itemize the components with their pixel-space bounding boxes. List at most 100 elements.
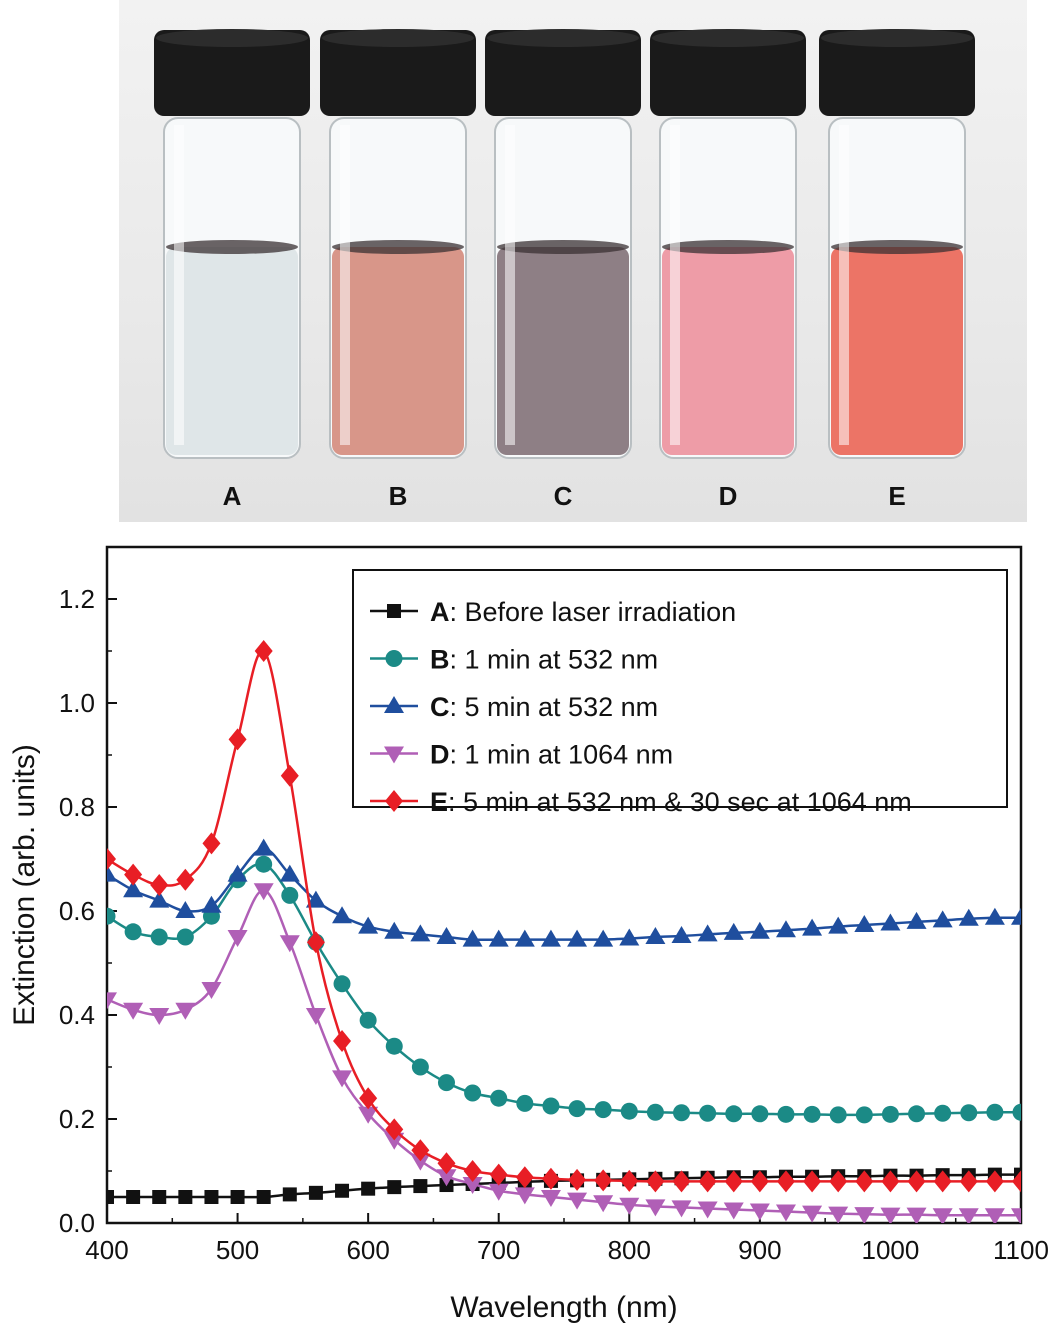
legend-marker [385,650,403,667]
data-point [150,874,169,896]
data-point [462,1177,483,1194]
data-point [516,1094,534,1112]
data-point [1011,1208,1021,1223]
data-point [332,906,353,924]
data-point [541,1167,560,1190]
data-point [280,764,299,787]
data-point [490,1089,508,1107]
series-c [107,838,1021,947]
data-point [802,1205,823,1223]
legend: A: Before laser irradiation B: 1 min at 5… [352,569,1008,817]
glass-highlight [839,125,849,445]
vial-liquid [831,247,963,455]
data-point [1012,1170,1021,1193]
vial-e: E [819,29,975,511]
data-point [333,975,351,993]
data-point [697,924,718,942]
data-point [699,1104,717,1122]
data-point [359,1011,377,1029]
x-tick-label: 900 [738,1235,781,1265]
glass-highlight [174,125,184,445]
data-point [175,1002,196,1020]
data-point [671,1200,692,1218]
data-point [908,1105,926,1123]
vial-cap [154,30,310,116]
liquid-meniscus [332,240,464,254]
data-point [202,832,221,855]
legend-marker [385,790,403,812]
series-e [107,640,1021,1193]
data-point [540,1190,561,1207]
x-tick-label: 500 [216,1235,259,1265]
x-tick-label: 700 [477,1235,520,1265]
cap-top [821,29,973,47]
liquid-meniscus [662,240,794,254]
data-point [227,864,248,882]
liquid-meniscus [166,240,298,254]
legend-marker [384,746,404,764]
data-point [201,982,222,999]
data-point [463,1160,482,1182]
data-point [619,928,640,946]
data-point [803,1105,821,1123]
data-point [672,1170,691,1193]
y-tick-label: 0.6 [59,896,95,926]
data-point [308,1185,323,1200]
data-point [488,929,509,947]
legend-marker [387,604,401,618]
data-point [462,929,483,947]
data-point [335,1183,350,1198]
x-tick-label: 600 [346,1235,389,1265]
x-tick-label: 400 [85,1235,128,1265]
y-tick-label: 0.2 [59,1104,95,1134]
data-point [332,1070,353,1088]
data-point [698,1170,717,1193]
data-point [880,913,901,931]
data-point [906,911,927,929]
data-point [107,992,117,1010]
y-tick-label: 0.0 [59,1208,95,1238]
data-point [178,1190,193,1204]
data-point [175,901,196,918]
data-point [410,1153,431,1171]
vial-label: C [554,481,573,511]
data-point [306,931,325,954]
data-point [124,923,142,941]
data-point [204,1190,219,1204]
data-point [279,935,300,953]
data-point [515,1166,534,1189]
data-point [107,907,116,925]
data-point [594,1169,613,1192]
x-axis-title: Wavelength (nm) [450,1291,677,1324]
data-point [228,728,247,751]
data-point [107,1190,114,1204]
vial-liquid [332,247,464,455]
data-point [749,1203,770,1221]
data-point [828,1206,849,1223]
data-point [620,1102,638,1120]
series-layer [107,640,1021,1223]
data-point [436,927,457,944]
data-point [227,930,248,947]
data-point [854,1207,875,1223]
data-point [593,929,614,947]
data-point [568,1168,587,1191]
series-b [107,855,1021,1124]
x-tick-label: 800 [608,1235,651,1265]
vial-cap [650,30,806,116]
data-point [436,1169,457,1187]
data-point [906,1207,927,1223]
data-point [437,1152,456,1175]
legend-entry-c: C: 5 min at 532 nm [370,692,658,722]
data-point [514,1187,535,1205]
data-point [413,1179,428,1194]
data-point [934,1104,952,1122]
legend-entry-d: D: 1 min at 1064 nm [370,740,673,770]
vial-photo-image: A B C D E [154,29,975,511]
data-point [724,1170,743,1193]
data-point [671,925,692,943]
vial-liquid [497,247,629,455]
vial-liquid [166,247,298,455]
data-point [333,1030,352,1052]
cap-top [156,29,308,47]
